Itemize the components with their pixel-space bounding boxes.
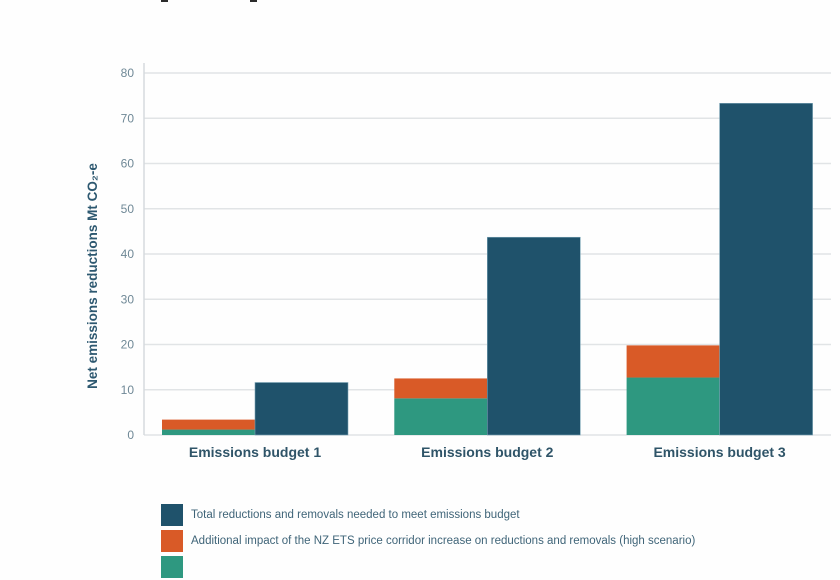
legend-item-base <box>161 554 695 580</box>
y-axis-ticks: 0 10 20 30 40 50 60 70 80 <box>121 66 135 442</box>
y-tick-label: 70 <box>121 111 135 125</box>
legend-item-total: Total reductions and removals needed to … <box>161 502 695 528</box>
bars <box>162 103 813 436</box>
x-category-label: Emissions budget 3 <box>653 444 785 460</box>
cropped-title-fragment <box>250 0 257 2</box>
bar-total <box>254 382 349 436</box>
bar-base-impact <box>162 429 255 435</box>
bar-total <box>486 236 581 436</box>
legend-swatch-total <box>161 504 183 526</box>
x-category-label: Emissions budget 1 <box>189 444 321 460</box>
y-tick-label: 80 <box>121 66 135 80</box>
y-tick-label: 50 <box>121 202 135 216</box>
bar-additional-impact <box>626 345 720 378</box>
y-tick-label: 0 <box>127 428 134 442</box>
y-tick-label: 20 <box>121 338 135 352</box>
y-tick-label: 60 <box>121 157 135 171</box>
x-category-label: Emissions budget 2 <box>421 444 553 460</box>
legend-label-additional: Additional impact of the NZ ETS price co… <box>191 535 696 547</box>
y-tick-label: 10 <box>121 383 135 397</box>
bar-additional-impact <box>394 378 488 399</box>
y-tick-label: 40 <box>121 247 135 261</box>
y-axis-title: Net emissions reductions Mt CO₂-e <box>85 163 100 389</box>
legend-swatch-additional <box>161 530 183 552</box>
legend-swatch-base <box>161 556 183 578</box>
bar-base-impact <box>626 377 720 435</box>
legend-label-total: Total reductions and removals needed to … <box>191 509 520 521</box>
bar-total <box>719 103 813 436</box>
bar-base-impact <box>394 398 488 435</box>
x-axis-categories: Emissions budget 1 Emissions budget 2 Emis… <box>189 444 786 460</box>
cropped-title-fragment <box>161 0 168 2</box>
legend: Total reductions and removals needed to … <box>161 502 695 580</box>
bar-additional-impact <box>162 419 255 430</box>
legend-item-additional: Additional impact of the NZ ETS price co… <box>161 528 695 554</box>
y-tick-label: 30 <box>121 292 135 306</box>
